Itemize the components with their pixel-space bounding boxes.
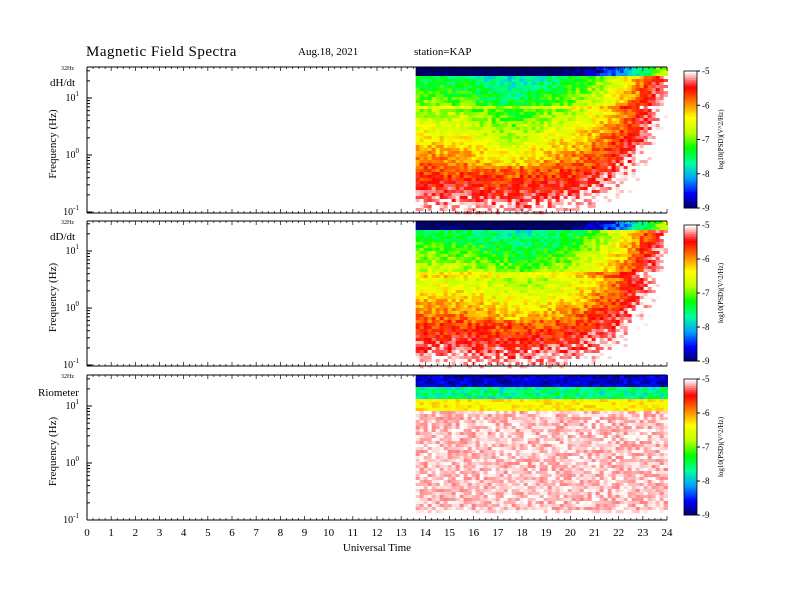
x-tick-label: 24	[662, 527, 674, 539]
x-tick-label: 14	[420, 527, 432, 539]
panel-name: dH/dt	[50, 77, 75, 89]
y-axis-label: Frequency (Hz)	[47, 109, 59, 179]
x-tick-label: 6	[229, 527, 235, 539]
colorbar-tick-label: -5	[702, 66, 710, 76]
colorbar-tick-label: -8	[702, 169, 710, 179]
x-tick-label: 13	[396, 527, 408, 539]
y-axis-label: Frequency (Hz)	[47, 263, 59, 333]
colorbar-tick-label: -9	[702, 356, 710, 366]
y-tick-label: 10-1	[63, 512, 79, 526]
panel-name: Riometer	[38, 387, 79, 399]
x-tick-label: 8	[278, 527, 284, 539]
colorbar-tick-label: -5	[702, 220, 710, 230]
x-tick-label: 0	[84, 527, 90, 539]
x-tick-label: 5	[205, 527, 211, 539]
x-tick-label: 1	[108, 527, 114, 539]
x-tick-label: 15	[444, 527, 456, 539]
x-tick-label: 2	[133, 527, 139, 539]
colorbar-tick-label: -8	[702, 322, 710, 332]
colorbar-tick-label: -6	[702, 408, 710, 418]
colorbar-tick-label: -7	[702, 442, 710, 452]
colorbar-tick-label: -7	[702, 288, 710, 298]
x-axis-label: Universal Time	[343, 542, 411, 554]
x-tick-label: 10	[323, 527, 335, 539]
colorbar-label: log10(PSD)(V^2/Hz)	[717, 109, 725, 170]
colorbar-tick-label: -5	[702, 374, 710, 384]
y-tick-label: 101	[66, 90, 80, 104]
colorbar-label: log10(PSD)(V^2/Hz)	[717, 416, 725, 477]
station-label: station=KAP	[414, 46, 472, 58]
x-tick-label: 23	[637, 527, 649, 539]
x-tick-label: 18	[517, 527, 529, 539]
colorbar-tick-label: -8	[702, 476, 710, 486]
top-frequency-label: 32Hz	[61, 66, 74, 72]
spectrogram-2	[415, 221, 668, 369]
x-tick-label: 22	[613, 527, 624, 539]
top-frequency-label: 32Hz	[61, 374, 74, 380]
x-tick-label: 21	[589, 527, 600, 539]
colorbar-1: -5 -6 -7 -8 -9 log10(PSD)(V^2/Hz)	[683, 66, 725, 213]
colorbar-2: -5 -6 -7 -8 -9 log10(PSD)(V^2/Hz)	[683, 220, 725, 366]
y-tick-label: 101	[66, 243, 80, 257]
top-frequency-label: 32Hz	[61, 220, 74, 226]
y-tick-label: 100	[66, 147, 80, 161]
panel-3: 101 100 10-1 32Hz Riometer Frequency (Hz) -5 -6…	[38, 374, 725, 526]
y-tick-label: 10-1	[63, 357, 79, 371]
x-tick-label: 11	[348, 527, 359, 539]
x-tick-label: 9	[302, 527, 308, 539]
panel-name: dD/dt	[50, 231, 75, 243]
x-tick-label: 20	[565, 527, 577, 539]
colorbar-tick-label: -6	[702, 254, 710, 264]
x-tick-label: 12	[372, 527, 383, 539]
colorbar-3: -5 -6 -7 -8 -9 log10(PSD)(V^2/Hz)	[683, 374, 725, 520]
y-tick-label: 10-1	[63, 204, 79, 218]
y-tick-label: 101	[66, 398, 80, 412]
colorbar-label: log10(PSD)(V^2/Hz)	[717, 262, 725, 323]
x-tick-label: 16	[468, 527, 480, 539]
spectrogram-3	[415, 375, 668, 514]
x-tick-label: 3	[157, 527, 163, 539]
colorbar-tick-label: -7	[702, 135, 710, 145]
spectrogram-1	[415, 67, 668, 215]
y-tick-label: 100	[66, 455, 80, 469]
x-tick-label: 17	[492, 527, 504, 539]
y-axis-label: Frequency (Hz)	[47, 417, 59, 487]
chart-title: Magnetic Field Spectra	[86, 44, 237, 60]
x-tick-label: 4	[181, 527, 187, 539]
x-tick-label: 7	[253, 527, 259, 539]
colorbar-tick-label: -9	[702, 510, 710, 520]
colorbar-tick-label: -9	[702, 203, 710, 213]
y-tick-label: 100	[66, 300, 80, 314]
colorbar-tick-label: -6	[702, 100, 710, 110]
x-tick-label: 19	[541, 527, 553, 539]
date-label: Aug.18, 2021	[298, 46, 359, 58]
